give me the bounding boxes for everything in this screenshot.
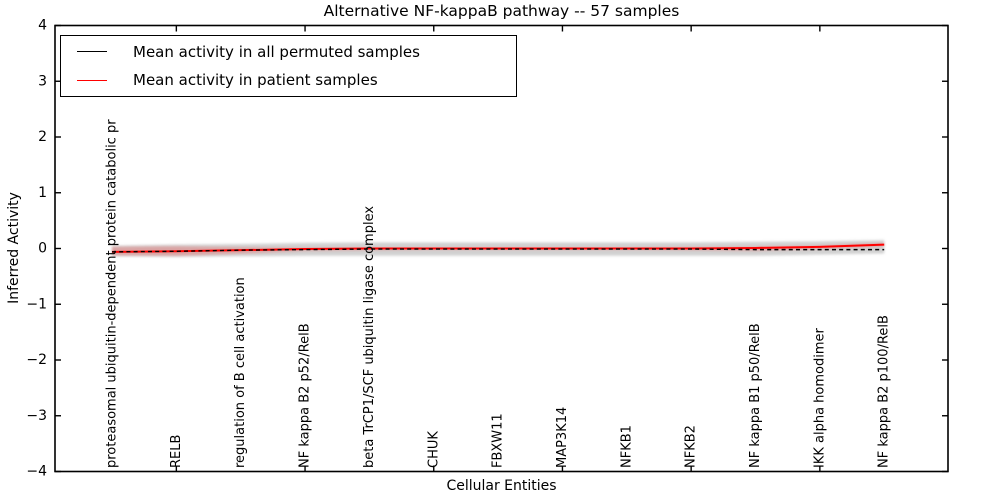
y-tick-label: 1 bbox=[38, 185, 47, 201]
entity-label: RELB bbox=[169, 435, 184, 468]
legend-label-permuted: Mean activity in all permuted samples bbox=[133, 42, 420, 61]
y-axis-label: Inferred Activity bbox=[6, 192, 22, 304]
entity-label: NFKB2 bbox=[684, 425, 699, 468]
y-tick-label: −3 bbox=[26, 408, 47, 424]
entity-label: NF kappa B2 p100/RelB bbox=[877, 315, 892, 468]
legend-entry-permuted: Mean activity in all permuted samples bbox=[61, 39, 516, 65]
y-tick-label: 4 bbox=[38, 18, 47, 34]
black-line-sample-icon bbox=[77, 51, 107, 53]
entity-label: regulation of B cell activation bbox=[233, 277, 248, 468]
patient-mean-line bbox=[111, 243, 885, 253]
permuted-mean-line bbox=[111, 248, 885, 253]
entity-label: NF kappa B2 p52/RelB bbox=[298, 323, 313, 468]
y-tick-label: −1 bbox=[26, 296, 47, 312]
y-tick-label: 0 bbox=[38, 241, 47, 257]
entity-label: CHUK bbox=[426, 431, 441, 468]
legend: Mean activity in all permuted samples Me… bbox=[60, 35, 517, 97]
entity-label: IKK alpha homodimer bbox=[812, 327, 827, 468]
entity-label: proteasomal ubiquitin-dependent protein … bbox=[105, 119, 120, 468]
chart-title: Alternative NF-kappaB pathway -- 57 samp… bbox=[323, 2, 680, 20]
legend-entry-patient: Mean activity in patient samples bbox=[61, 67, 516, 93]
y-tick-label: 2 bbox=[38, 129, 47, 145]
legend-label-patient: Mean activity in patient samples bbox=[133, 71, 378, 90]
y-tick-label: 3 bbox=[38, 73, 47, 89]
x-axis-label: Cellular Entities bbox=[446, 478, 557, 494]
red-line-sample-icon bbox=[77, 79, 107, 81]
entity-label: NF kappa B1 p50/RelB bbox=[748, 323, 763, 468]
entity-label: FBXW11 bbox=[491, 413, 506, 468]
entity-label: beta TrCP1/SCF ubiquitin ligase complex bbox=[362, 206, 377, 468]
y-tick-label: −4 bbox=[26, 464, 47, 480]
y-tick-label: −2 bbox=[26, 352, 47, 368]
entity-label: MAP3K14 bbox=[555, 407, 570, 468]
entity-label: NFKB1 bbox=[619, 425, 634, 468]
